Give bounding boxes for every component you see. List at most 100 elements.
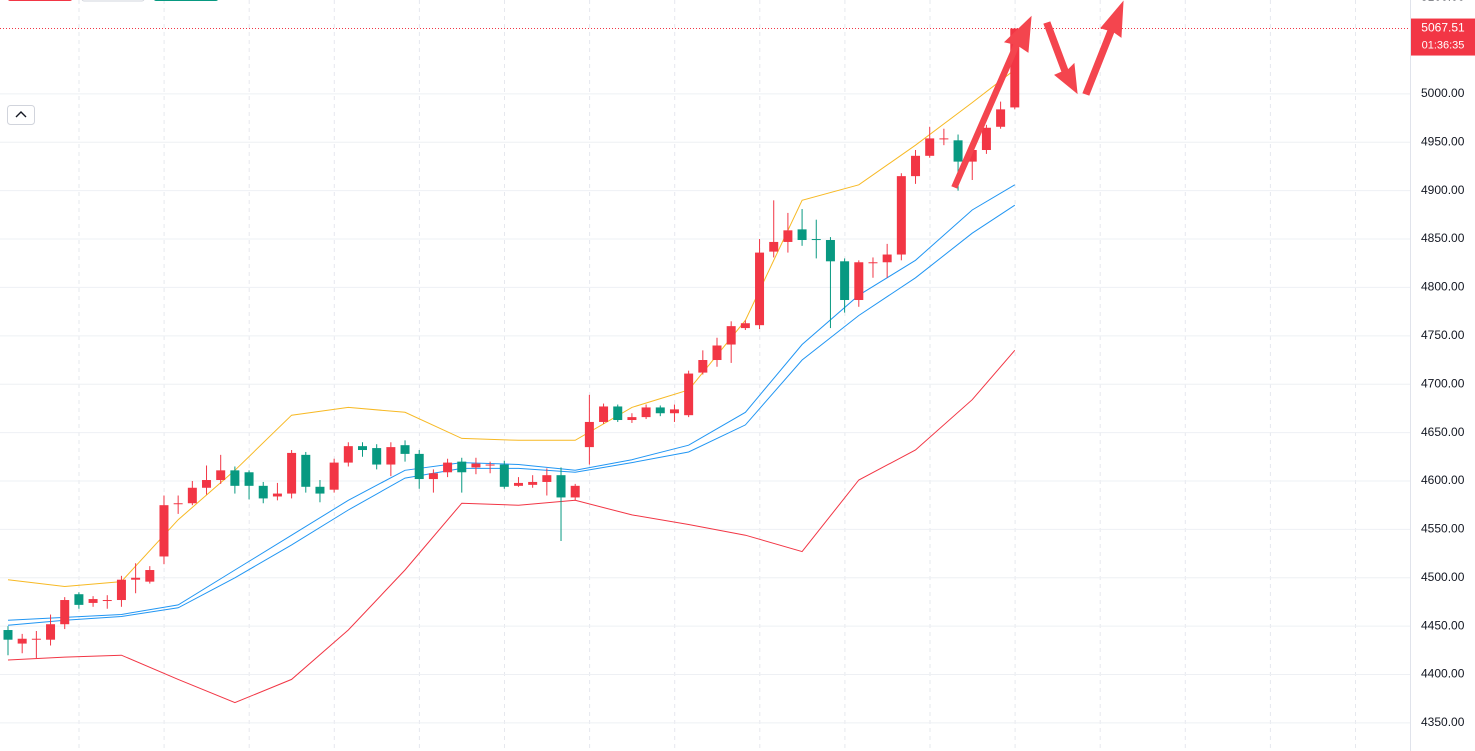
y-tick-label: 4800.00 [1421,280,1465,294]
candle-body [911,155,921,177]
candle-body [939,138,949,140]
candle-body [1010,28,1020,108]
candle-body [230,470,240,486]
candle-body [159,505,169,557]
candle-body [925,138,935,156]
candle-body [641,407,651,418]
candle-body [301,454,311,487]
candle-body [528,481,538,485]
candle-body [896,176,906,255]
candle-body [202,480,212,488]
candle-body [953,140,963,162]
y-tick-label: 4500.00 [1421,570,1465,584]
candle-body [584,421,594,448]
y-tick-label: 4450.00 [1421,618,1465,632]
candle-body [684,373,694,416]
candle-body [17,638,27,644]
candle-body [428,473,438,480]
candle-body [457,461,467,473]
candle-body [187,487,197,504]
candle-body [3,630,13,640]
candle-body [102,600,112,602]
indicator-lines [7,69,1016,704]
indicator-line [7,349,1016,704]
candle-body [599,406,609,422]
y-tick-label: 5000.00 [1421,86,1465,100]
candle-body [372,448,382,465]
candle-body [712,345,722,361]
y-tick-label: 4600.00 [1421,473,1465,487]
candle-body [216,470,226,481]
candle-body [868,262,878,264]
candle-body [31,638,41,640]
candle-body [471,463,481,468]
candle-body [485,464,495,466]
countdown-label: 01:36:35 [1422,39,1465,51]
y-tick-label: 4950.00 [1421,134,1465,148]
candle-body [173,503,183,505]
candle-body [386,447,396,465]
axis-background [1410,0,1475,751]
candle-body [840,261,850,301]
candle-body [60,600,70,625]
candle-body [825,240,835,262]
y-tick-label: 4550.00 [1421,522,1465,536]
y-tick-label: 4650.00 [1421,425,1465,439]
last-price-box [1411,18,1475,56]
y-tick-label: 4350.00 [1421,715,1465,729]
indicator-line [7,204,1016,626]
candle-body [854,262,864,301]
candle-body [287,452,297,494]
y-tick-label: 4750.00 [1421,328,1465,342]
candle-body [272,493,282,497]
y-tick-label: 4700.00 [1421,376,1465,390]
candle-body [46,624,56,640]
candle-body [244,472,254,486]
candle-body [797,229,807,241]
candle-body [88,599,98,603]
collapse-button[interactable] [7,105,35,125]
candle-body [613,406,623,421]
last-price-label: 5067.51 [1421,21,1465,35]
indicator-line [7,69,1016,588]
y-tick-label: 5100.00 [1421,0,1465,3]
overlay [7,0,1124,189]
candle-body [882,254,892,263]
price-axis: 4350.00 4400.00 4450.00 4500.00 4550.00 4600.… [1410,0,1475,751]
candle-body [755,252,765,326]
drawn-arrows [951,0,1124,189]
candle-body [400,445,410,454]
candle-body [655,407,665,414]
candle-body [414,453,424,480]
candle-body [769,241,779,252]
candle-body [570,485,580,498]
candle-body [698,360,708,373]
y-tick-label: 4900.00 [1421,183,1465,197]
candles [3,28,1020,659]
indicator-line [7,184,1016,621]
candle-body [669,409,679,414]
toolbar-button[interactable] [154,0,218,1]
candle-body [967,150,977,162]
candle-body [315,486,325,494]
candle-body [740,323,750,329]
grid [0,0,1410,751]
candle-body [811,239,821,241]
candle-body [74,594,84,605]
toolbar-button[interactable] [8,0,72,1]
candle-body [981,127,991,151]
candle-body [726,326,736,345]
y-tick-label: 4850.00 [1421,231,1465,245]
toolbar-button[interactable] [81,0,145,2]
candle-body [499,464,509,487]
candle-body [329,462,339,490]
candle-body [996,109,1006,127]
y-tick-label: 4400.00 [1421,667,1465,681]
candle-body [145,570,155,582]
candle-body [258,485,268,499]
candle-body [131,577,141,580]
candle-body [542,475,552,482]
candle-body [627,417,637,421]
candle-body [513,482,523,486]
